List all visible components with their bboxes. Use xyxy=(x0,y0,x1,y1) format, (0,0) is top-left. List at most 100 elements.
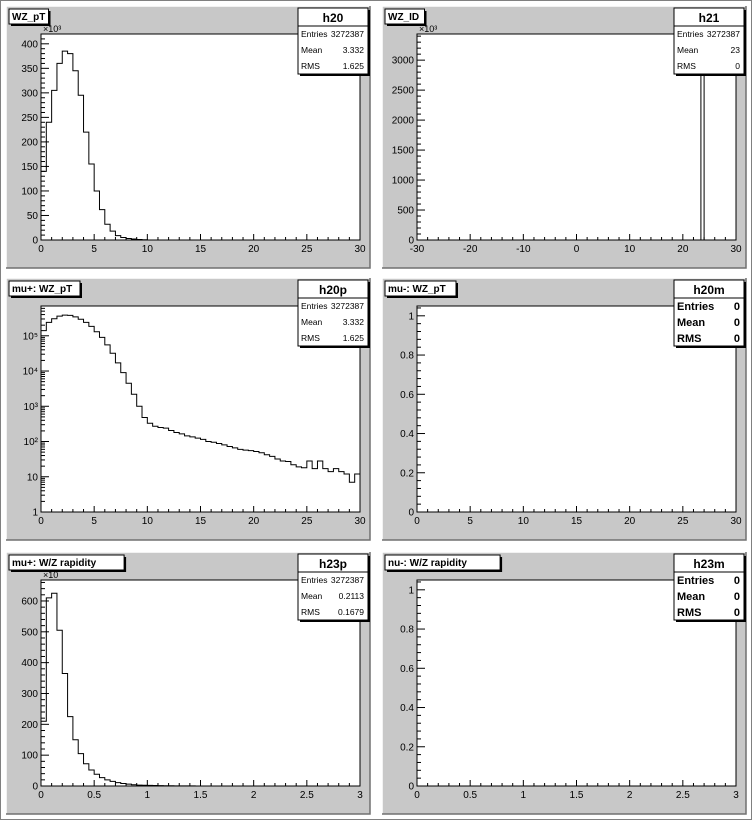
stats-histogram-name: h20p xyxy=(319,283,347,297)
x-tick-label: 15 xyxy=(571,516,583,527)
x-tick-label: -20 xyxy=(463,244,478,255)
stats-value-entries: 0 xyxy=(734,301,740,313)
stats-background xyxy=(673,7,745,75)
y-tick-label: 500 xyxy=(21,627,38,638)
stats-background xyxy=(673,279,745,347)
y-tick-label: 200 xyxy=(21,137,38,148)
stats-value-entries: 3272387 xyxy=(331,29,364,39)
stats-label-entries: Entries xyxy=(677,29,703,39)
x-tick-label: 1 xyxy=(145,790,151,801)
histogram-title: WZ_pT xyxy=(12,12,45,23)
x-tick-label: 20 xyxy=(248,516,260,527)
y-tick-label: 300 xyxy=(21,88,38,99)
y-tick-label: 600 xyxy=(21,596,38,607)
stats-histogram-name: h23p xyxy=(319,557,347,571)
stats-value-rms: 1.625 xyxy=(343,61,365,71)
histogram-line xyxy=(40,314,361,512)
stats-box: h20 Entries 3272387 Mean 3.332 RMS 1.625 xyxy=(297,7,370,76)
x-tick-label: 10 xyxy=(518,516,530,527)
plot-frame-outline xyxy=(40,579,361,787)
stats-value-rms: 0 xyxy=(734,607,740,619)
x-tick-label: -30 xyxy=(410,244,425,255)
histogram-title: mu-: WZ_pT xyxy=(388,284,446,295)
y-tick-label: 1500 xyxy=(392,146,415,157)
y-tick-label: 0.8 xyxy=(400,625,414,636)
y-tick-label: 0.6 xyxy=(400,390,414,401)
stats-value-entries: 3272387 xyxy=(331,301,364,311)
stats-box: h21 Entries 3272387 Mean 23 RMS 0 xyxy=(673,7,746,76)
y-tick-label: 100 xyxy=(21,751,38,762)
pad-bevel-dark xyxy=(382,552,747,815)
y-tick-label: 0 xyxy=(408,508,414,519)
x-tick-label: 2.5 xyxy=(300,790,314,801)
pad-bevel-light xyxy=(381,551,746,814)
pad-bevel-light xyxy=(5,551,370,814)
y-tick-label: 500 xyxy=(397,206,414,217)
x-tick-label: 10 xyxy=(142,244,154,255)
pad-5: 0 0.5 1 1.5 2 2.5 3 0 100 200 300 400 500 600 ×10mu+: … xyxy=(5,551,371,815)
stats-label-entries: Entries xyxy=(301,301,327,311)
pad-bevel-dark xyxy=(6,6,371,269)
stats-background xyxy=(297,279,369,347)
y-tick-label: 0 xyxy=(32,236,38,247)
x-tick-label: 1 xyxy=(521,790,527,801)
x-tick-label: 5 xyxy=(467,516,473,527)
y-tick-label: 0.6 xyxy=(400,664,414,675)
stats-histogram-name: h20 xyxy=(323,11,344,25)
y-tick-label: 350 xyxy=(21,64,38,75)
stats-label-mean: Mean xyxy=(301,45,323,55)
histogram-title: mu+: WZ_pT xyxy=(12,284,72,295)
x-tick-label: 1.5 xyxy=(194,790,208,801)
x-tick-label: 0.5 xyxy=(463,790,477,801)
stats-background xyxy=(297,553,369,621)
y-tick-label: 50 xyxy=(27,211,39,222)
pad-6: 0 0.5 1 1.5 2 2.5 3 0 0.2 0.4 0.6 0.8 1 nu-: W/Z rapi… xyxy=(381,551,747,815)
x-tick-label: 30 xyxy=(354,516,366,527)
y-tick-label: 0 xyxy=(408,236,414,247)
y-tick-label: 0.8 xyxy=(400,351,414,362)
x-tick-label: 3 xyxy=(357,790,363,801)
y-tick-label: 0.4 xyxy=(400,703,414,714)
stats-value-rms: 1.625 xyxy=(343,333,365,343)
x-tick-label: 0 xyxy=(414,790,420,801)
stats-label-rms: RMS xyxy=(677,333,701,345)
plot-frame-outline xyxy=(416,305,737,513)
x-tick-label: 0 xyxy=(414,516,420,527)
x-tick-label: 2.5 xyxy=(676,790,690,801)
pad-bevel-light xyxy=(381,277,746,540)
pad-bevel-dark xyxy=(382,278,747,541)
histogram-title: mu+: W/Z rapidity xyxy=(12,558,97,569)
stats-value-mean: 0 xyxy=(734,317,740,329)
stats-label-rms: RMS xyxy=(677,61,696,71)
pad-bevel-light xyxy=(381,5,746,268)
pad-2: -30 -20 -10 0 10 20 30 0 500 1000 1500 2000 2500 3000… xyxy=(381,5,747,269)
y-tick-label: 1 xyxy=(32,508,38,519)
pad-bevel-light xyxy=(5,277,370,540)
y-tick-label: 3000 xyxy=(392,56,415,67)
title-box xyxy=(384,554,501,571)
plot-frame-outline xyxy=(40,33,361,241)
stats-value-mean: 23 xyxy=(731,45,741,55)
stats-value-mean: 0.2113 xyxy=(339,591,365,601)
histogram-title: nu-: W/Z rapidity xyxy=(388,558,467,569)
pad-bevel-dark xyxy=(6,278,371,541)
stats-label-mean: Mean xyxy=(301,591,323,601)
stats-value-mean: 3.332 xyxy=(343,317,365,327)
x-tick-label: 0 xyxy=(38,244,44,255)
pad-bevel-light xyxy=(5,5,370,268)
x-tick-label: 10 xyxy=(142,516,154,527)
pad-4: 0 5 10 15 20 25 30 0 0.2 0.4 0.6 0.8 1 mu-: WZ_pT h20m… xyxy=(381,277,747,541)
stats-value-rms: 0 xyxy=(734,333,740,345)
x-tick-label: 20 xyxy=(248,244,260,255)
stats-label-rms: RMS xyxy=(301,61,320,71)
stats-label-rms: RMS xyxy=(301,333,320,343)
x-tick-label: 10 xyxy=(624,244,636,255)
stats-label-entries: Entries xyxy=(301,575,327,585)
x-tick-label: 0 xyxy=(38,516,44,527)
y-tick-label: 1 xyxy=(408,311,414,322)
x-tick-label: 20 xyxy=(624,516,636,527)
pad-1: 0 5 10 15 20 25 30050100150200250300350400×10³… xyxy=(5,5,371,269)
axis-exponent-label: ×10 xyxy=(43,570,58,580)
plot-frame-outline xyxy=(40,305,361,513)
